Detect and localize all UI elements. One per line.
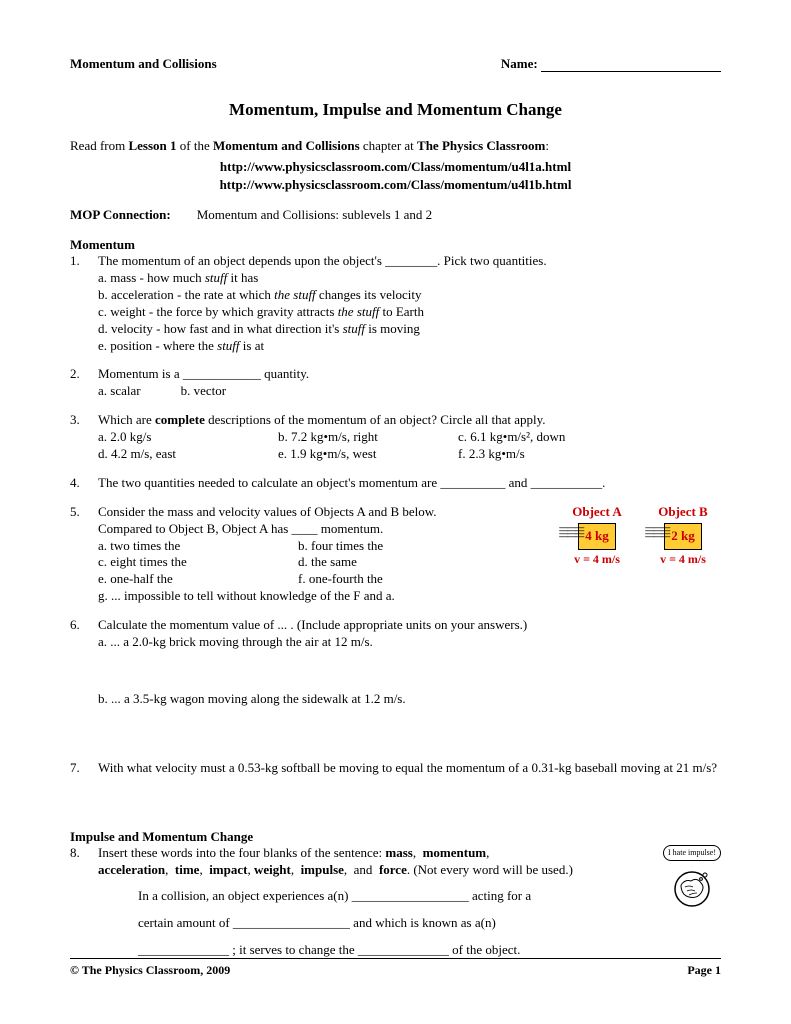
question-3: 3. Which are complete descriptions of th… — [70, 412, 721, 463]
question-list: 1. The momentum of an object depends upo… — [70, 253, 721, 817]
section-momentum: Momentum — [70, 237, 721, 253]
copyright: © The Physics Classroom, 2009 — [70, 963, 230, 978]
question-4: 4. The two quantities needed to calculat… — [70, 475, 721, 492]
worksheet-page: Momentum and Collisions Name: Momentum, … — [0, 0, 791, 1024]
page-header: Momentum and Collisions Name: — [70, 56, 721, 72]
brain-icon — [669, 863, 715, 909]
url-a: http://www.physicsclassroom.com/Class/mo… — [70, 158, 721, 176]
reference-urls: http://www.physicsclassroom.com/Class/mo… — [70, 158, 721, 193]
object-a-diagram: Object A ————————————4 kg v = 4 m/s — [559, 504, 635, 605]
question-7: 7. With what velocity must a 0.53-kg sof… — [70, 760, 721, 817]
header-topic: Momentum and Collisions — [70, 56, 217, 72]
question-8: 8. I hate impulse! Insert these words in… — [70, 845, 721, 959]
question-5: 5. Consider the mass and velocity values… — [70, 504, 721, 605]
object-b-diagram: Object B ————————————2 kg v = 4 m/s — [645, 504, 721, 605]
section-impulse: Impulse and Momentum Change — [70, 829, 721, 845]
question-2: 2. Momentum is a ____________ quantity. … — [70, 366, 721, 400]
worksheet-title: Momentum, Impulse and Momentum Change — [70, 100, 721, 120]
page-number: Page 1 — [687, 963, 721, 978]
question-1: 1. The momentum of an object depends upo… — [70, 253, 721, 354]
question-list-2: 8. I hate impulse! Insert these words in… — [70, 845, 721, 959]
intro-line: Read from Lesson 1 of the Momentum and C… — [70, 138, 721, 154]
url-b: http://www.physicsclassroom.com/Class/mo… — [70, 176, 721, 194]
page-footer: © The Physics Classroom, 2009 Page 1 — [70, 958, 721, 978]
brain-cartoon: I hate impulse! — [663, 845, 721, 914]
name-blank-line[interactable] — [541, 71, 721, 72]
name-field: Name: — [501, 56, 721, 72]
question-6: 6. Calculate the momentum value of ... .… — [70, 617, 721, 748]
thought-bubble: I hate impulse! — [663, 845, 721, 861]
mop-connection: MOP Connection: Momentum and Collisions:… — [70, 207, 721, 223]
